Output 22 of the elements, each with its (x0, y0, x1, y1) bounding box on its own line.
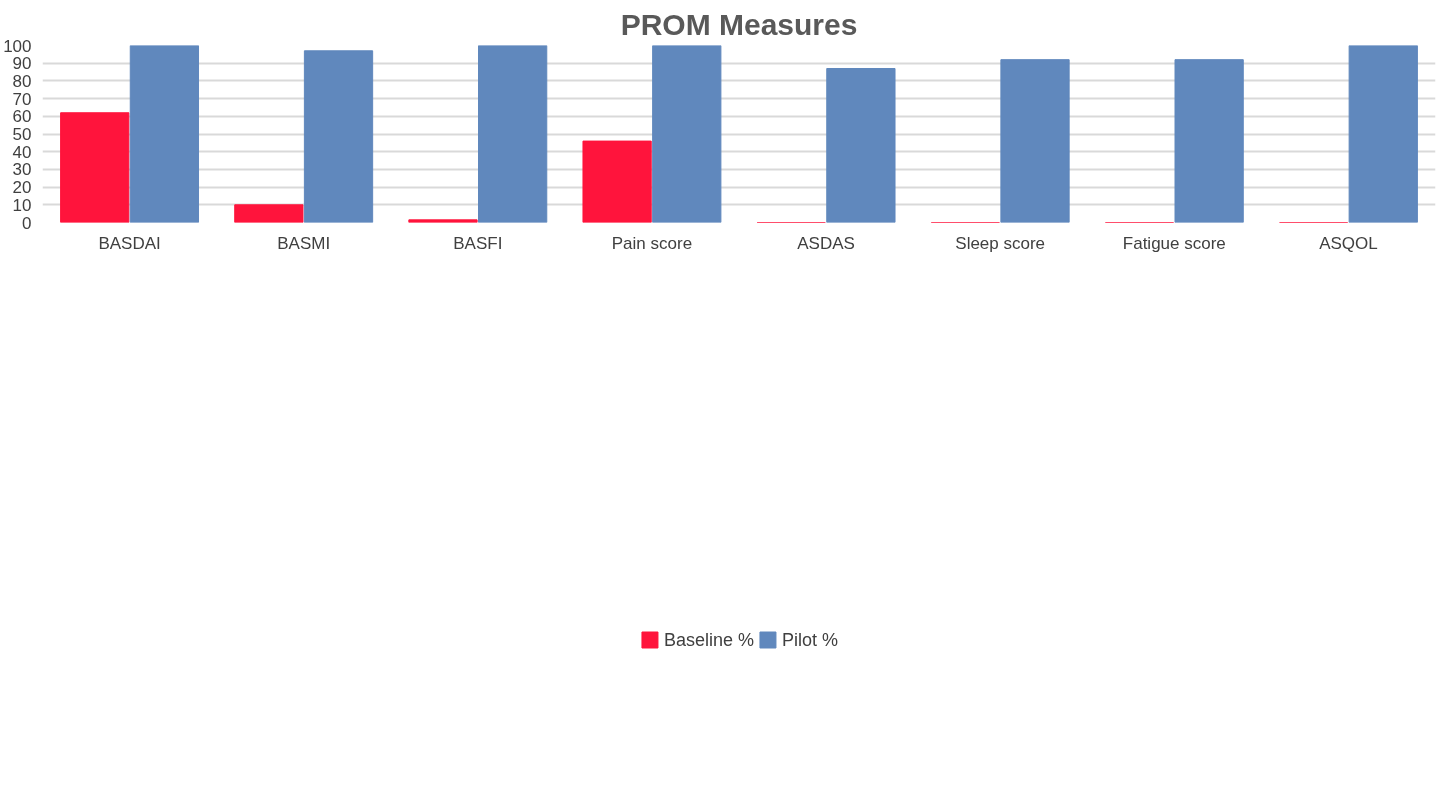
legend-label: Baseline % (663, 629, 755, 651)
y-tick-label: 10 (12, 195, 32, 215)
x-tick-label: Fatigue score (1122, 233, 1226, 253)
x-tick-label: BASMI (277, 233, 331, 253)
y-tick-label: 100 (3, 36, 32, 56)
x-tick-label: BASDAI (98, 233, 161, 253)
x-tick-label: ASQOL (1319, 233, 1378, 253)
x-tick-label: Sleep score (955, 233, 1046, 253)
y-tick-label: 0 (22, 213, 32, 233)
chart-title: PROM Measures (620, 7, 858, 41)
y-tick-label: 80 (12, 71, 32, 91)
y-tick-label: 60 (12, 107, 32, 127)
y-tick-label: 20 (12, 178, 32, 198)
legend-label: Pilot % (782, 629, 839, 651)
x-tick-label: BASFI (453, 233, 503, 253)
x-tick-label: Pain score (611, 233, 693, 253)
x-tick-label: ASDAS (797, 233, 855, 253)
y-tick-label: 90 (12, 54, 32, 74)
y-tick-label: 50 (12, 125, 32, 144)
y-tick-label: 30 (12, 160, 32, 180)
y-tick-label: 40 (12, 142, 32, 162)
y-tick-label: 70 (12, 89, 32, 109)
